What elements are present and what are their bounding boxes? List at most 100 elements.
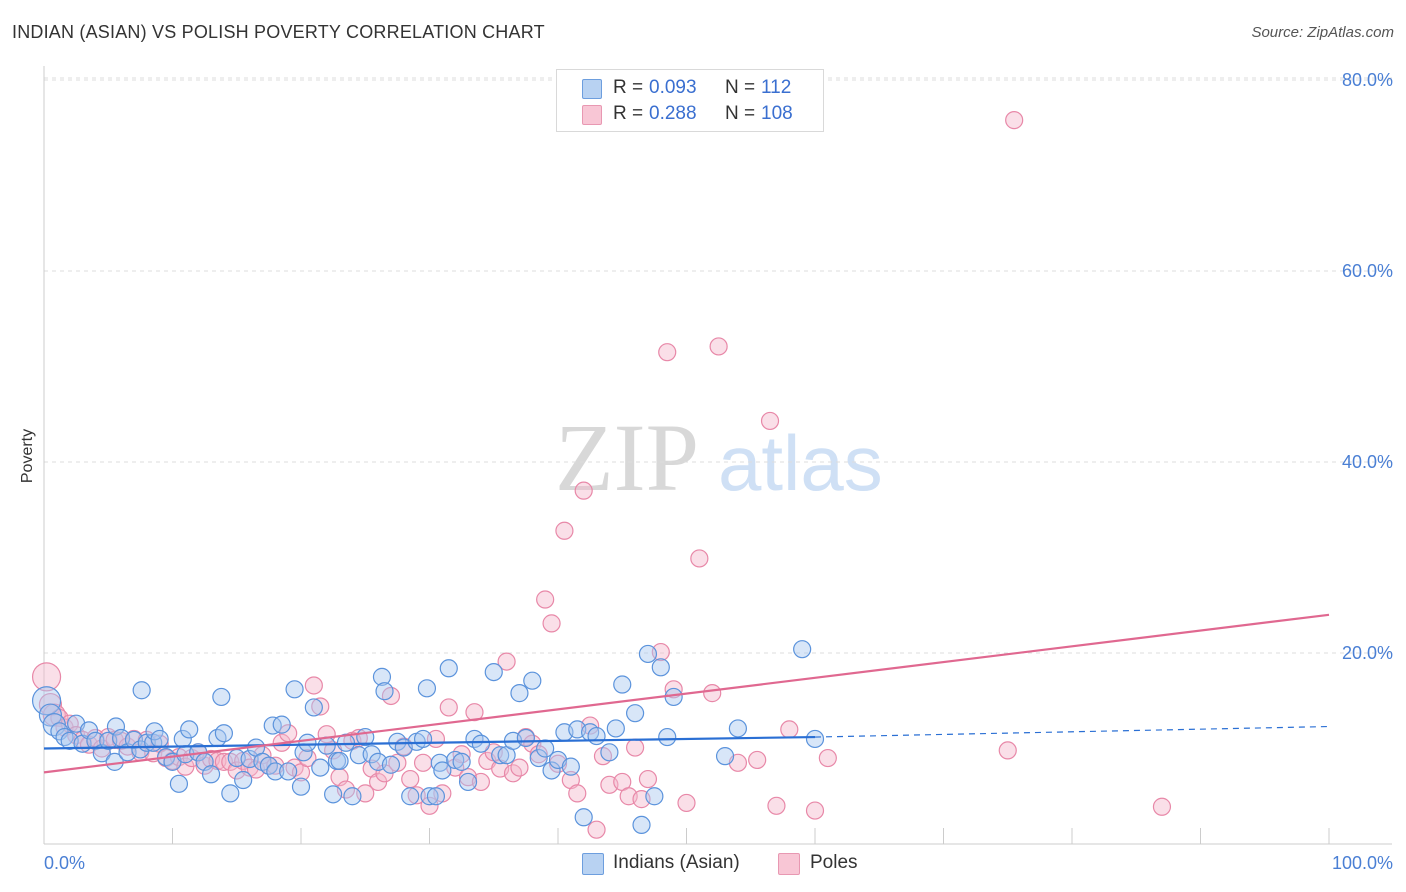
- poles-point: [388, 753, 407, 772]
- indians-point: [516, 728, 535, 748]
- poles-point: [818, 748, 837, 768]
- poles-point: [574, 481, 593, 500]
- poles-point: [690, 549, 709, 568]
- legend-row-indians: R = 0.093 N = 112: [557, 76, 823, 100]
- source-label: Source: ZipAtlas.com: [1251, 24, 1394, 41]
- watermark: ZIP atlas: [555, 404, 883, 511]
- indians-point: [214, 724, 233, 743]
- indians-point: [201, 765, 221, 784]
- y-tick-label: 20.0%: [1342, 643, 1393, 663]
- bottom-legend-label-indians: Indians (Asian): [613, 852, 740, 873]
- indians-point: [426, 787, 446, 806]
- indians-point: [272, 715, 291, 734]
- bottom-legend-swatch-pink: [778, 853, 800, 875]
- indians-point: [600, 743, 619, 762]
- poles-point: [401, 769, 420, 789]
- indians-point: [715, 747, 735, 766]
- poles-point: [780, 720, 799, 739]
- poles-point: [638, 769, 658, 789]
- legend-r-label: R =: [613, 103, 644, 124]
- indians-point: [330, 751, 349, 771]
- poles-point: [1152, 797, 1172, 816]
- legend-n-value: 112: [761, 77, 792, 98]
- indians-point: [793, 640, 812, 659]
- indians-point: [452, 752, 471, 771]
- poles-point: [709, 337, 728, 356]
- indians-point: [805, 729, 825, 749]
- bottom-legend-label-poles: Poles: [810, 852, 858, 873]
- indians-point: [31, 686, 62, 716]
- legend-r-label: R =: [613, 77, 644, 98]
- indians-point: [291, 777, 311, 796]
- poles-point: [31, 662, 62, 692]
- poles-point: [677, 793, 696, 813]
- poles-point: [510, 758, 529, 777]
- bottom-legend-swatch-blue: [582, 853, 604, 875]
- poles-point: [805, 801, 825, 820]
- indians-point: [510, 684, 529, 703]
- y-tick-label: 80.0%: [1342, 70, 1393, 90]
- poles-point: [536, 590, 555, 609]
- poles-point: [658, 343, 677, 362]
- indians-point: [212, 687, 231, 707]
- grid: [44, 77, 1392, 654]
- legend-n-value: 108: [761, 103, 793, 124]
- legend-swatch-pink: [582, 105, 602, 125]
- poles-point: [439, 698, 458, 717]
- poles-point: [760, 411, 780, 431]
- legend: R = 0.093 N = 112 R = 0.288 N = 108: [556, 69, 824, 132]
- indians-trend-line: [43, 735, 816, 750]
- indians-point: [542, 761, 561, 780]
- indians-point: [324, 785, 343, 804]
- indians-point: [471, 734, 490, 753]
- indians-point: [625, 704, 645, 723]
- indians-point: [446, 750, 465, 770]
- poles-point: [998, 741, 1017, 760]
- indians-point: [413, 729, 433, 749]
- indians-point: [381, 755, 401, 774]
- legend-swatch-blue: [582, 79, 602, 99]
- tick-labels: 20.0% 40.0% 60.0% 80.0% 0.0% 100.0%: [44, 70, 1393, 873]
- indians-point: [349, 746, 368, 765]
- indians-point: [651, 658, 670, 677]
- indians-point: [417, 679, 437, 698]
- x-tick-label: 0.0%: [44, 853, 85, 873]
- chart-title: INDIAN (ASIAN) VS POLISH POVERTY CORRELA…: [12, 22, 545, 42]
- poles-point: [748, 750, 767, 770]
- indians-point: [401, 787, 420, 806]
- poles-point: [625, 738, 645, 757]
- poles-trend-line: [43, 613, 1330, 774]
- indians-point: [79, 721, 99, 740]
- indians-point: [343, 787, 362, 806]
- indians-point: [439, 659, 458, 678]
- indians-point: [180, 720, 199, 739]
- legend-r-value: 0.288: [649, 103, 697, 124]
- indians-point: [484, 662, 503, 682]
- indians-point: [38, 703, 63, 727]
- indians-point: [375, 682, 394, 701]
- watermark-zip: ZIP: [555, 404, 699, 511]
- poles-point: [420, 796, 439, 815]
- indians-point: [587, 726, 606, 746]
- indians-point: [561, 757, 580, 776]
- indians-point: [266, 762, 285, 781]
- poles-point: [465, 703, 484, 722]
- indians-point: [304, 698, 323, 717]
- indians-point: [362, 745, 381, 764]
- watermark-atlas: atlas: [718, 419, 883, 507]
- indians-point: [150, 729, 169, 749]
- indians-point: [234, 770, 253, 790]
- poles-point: [304, 676, 323, 695]
- legend-n-label: N =: [725, 77, 756, 98]
- poles-point: [497, 652, 516, 671]
- indians-point: [458, 772, 478, 792]
- indians-point: [279, 762, 298, 781]
- indians-point: [106, 717, 126, 736]
- poles-point: [413, 753, 433, 772]
- indians-point: [574, 808, 593, 827]
- indians-point: [169, 774, 189, 793]
- poles-point: [703, 684, 722, 703]
- poles-point: [542, 614, 561, 633]
- indians-point: [285, 680, 304, 699]
- poles-point: [555, 521, 574, 540]
